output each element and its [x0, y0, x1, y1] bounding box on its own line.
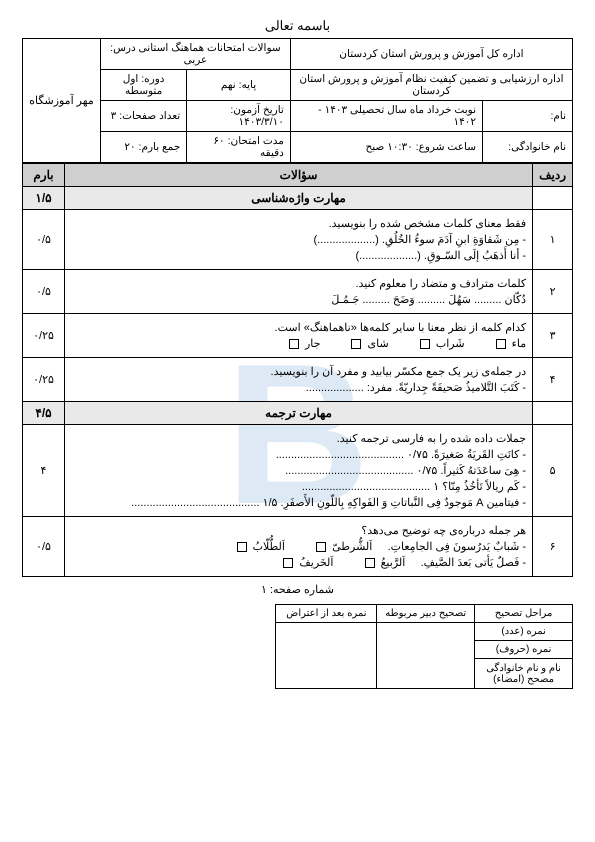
school-stamp-cell: مهر آموزشگاه	[23, 39, 101, 163]
q4-stem: در جمله‌ی زیر یک جمع مکسّر بیابید و مفرد…	[71, 365, 526, 378]
checkbox-icon	[289, 339, 299, 349]
q6-a-opt1: اَلشُّرطیّ	[332, 541, 372, 553]
name-label: نام:	[483, 101, 573, 132]
q1-body: فقط معنای کلمات مشخص شده را بنویسید. - م…	[65, 210, 533, 270]
q5-a: - کانَتِ القَریَةُ صَغیرَةً. ۰/۷۵ ......…	[71, 448, 526, 461]
pages-cell: تعداد صفحات: ۳	[101, 101, 187, 132]
q5-b: - هِیَ ساعَدَتهُ کَثیراً. ۰/۷۵ .........…	[71, 464, 526, 477]
row-1: ۱	[533, 210, 573, 270]
q5-score: ۴	[23, 425, 65, 517]
q3-score: ۰/۲۵	[23, 314, 65, 358]
checkbox-icon	[316, 542, 326, 552]
q3-opt-4: جار	[305, 338, 320, 350]
empty-rownum-2	[533, 402, 573, 425]
questions-table: ردیف سؤالات بارم مهارت واژه‌شناسی ۱/۵ ۱ …	[22, 163, 573, 577]
q4-score: ۰/۲۵	[23, 358, 65, 402]
footer-r3: نام و نام خانوادگی مصحح (امضاء)	[475, 659, 573, 689]
q6-a: - شَبابٌ یَدرُسونَ فِی الجامِعاتِ.	[388, 541, 527, 553]
q2-stem: کلمات مترادف و متضاد را معلوم کنید.	[71, 277, 526, 290]
q6-body: هر جمله درباره‌ی چه توضیح می‌دهد؟ - شَبا…	[65, 517, 533, 577]
total-score-cell: جمع بارم: ۲۰	[101, 132, 187, 163]
q6-b: - فَصلٌ یَأتی بَعدَ الصَّیفِ.	[421, 557, 527, 569]
checkbox-icon	[237, 542, 247, 552]
footer-blank-2	[276, 623, 377, 689]
q5-d: - فیتامین A مَوجودٌ فِی النَّباتاتِ وَ ا…	[71, 496, 526, 509]
q5-stem: جملات داده شده را به فارسی ترجمه کنید.	[71, 432, 526, 445]
q3-opt-3: شای	[368, 338, 389, 350]
q4-body: در جمله‌ی زیر یک جمع مکسّر بیابید و مفرد…	[65, 358, 533, 402]
exam-date-cell: تاریخ آزمون: ۱۴۰۳/۳/۱۰	[187, 101, 291, 132]
q3-opt-2: شَراب	[436, 338, 465, 350]
checkbox-icon	[351, 339, 361, 349]
col-score: بارم	[23, 164, 65, 187]
footer-h3: نمره بعد از اعتراض	[276, 605, 377, 623]
q6-b-opt2: اَلخَریفُ	[299, 557, 333, 569]
q5-body: جملات داده شده را به فارسی ترجمه کنید. -…	[65, 425, 533, 517]
grading-footer-table: مراحل تصحیح تصحیح دبیر مربوطه نمره بعد ا…	[275, 604, 573, 689]
q2-body: کلمات مترادف و متضاد را معلوم کنید. دُکّ…	[65, 270, 533, 314]
q1-b: - أنا أَذهَبُ إلَی السّـوقِ. (..........…	[71, 249, 526, 262]
q3-stem: کدام کلمه از نظر معنا با سایر کلمه‌ها «ن…	[71, 321, 526, 334]
checkbox-icon	[283, 558, 293, 568]
q6-a-line: - شَبابٌ یَدرُسونَ فِی الجامِعاتِ. اَلشُ…	[71, 540, 526, 553]
col-questions: سؤالات	[65, 164, 533, 187]
q6-score: ۰/۵	[23, 517, 65, 577]
footer-blank-1	[377, 623, 475, 689]
row-4: ۴	[533, 358, 573, 402]
level-cell: دوره: اول متوسطه	[101, 70, 187, 101]
footer-h1: مراحل تصحیح	[475, 605, 573, 623]
duration-cell: مدت امتحان: ۶۰ دقیقه	[187, 132, 291, 163]
q6-b-opt1: اَلرَّبیعُ	[381, 557, 406, 569]
exam-header-table: اداره کل آموزش و پرورش استان کردستان سوا…	[22, 38, 573, 163]
checkbox-icon	[420, 339, 430, 349]
section-trans: مهارت ترجمه	[65, 402, 533, 425]
q6-stem: هر جمله درباره‌ی چه توضیح می‌دهد؟	[71, 524, 526, 537]
bismillah: باسمه تعالی	[22, 18, 573, 34]
q3-options: ماء شَراب شای جار	[71, 337, 526, 350]
org-line-1: اداره کل آموزش و پرورش استان کردستان	[290, 39, 572, 70]
subject-line: سوالات امتحانات هماهنگ استانی درس: عربی	[101, 39, 291, 70]
empty-rownum	[533, 187, 573, 210]
org-line-2: اداره ارزشیابی و تضمین کیفیت نظام آموزش …	[290, 70, 572, 101]
q1-stem: فقط معنای کلمات مشخص شده را بنویسید.	[71, 217, 526, 230]
page-number: شماره صفحه: ۱	[22, 583, 573, 596]
footer-h2: تصحیح دبیر مربوطه	[377, 605, 475, 623]
col-row: ردیف	[533, 164, 573, 187]
term-cell: نوبت خرداد ماه سال تحصیلی ۱۴۰۳ - ۱۴۰۲	[290, 101, 482, 132]
trans-total-score: ۴/۵	[23, 402, 65, 425]
q2-line: دُکّان ......... سَهُلَ ......... وَضَحَ…	[71, 293, 526, 306]
q6-a-opt2: اَلطُّلّابُ	[253, 541, 285, 553]
q3-body: کدام کلمه از نظر معنا با سایر کلمه‌ها «ن…	[65, 314, 533, 358]
start-time-cell: ساعت شروع: ۱۰:۳۰ صبح	[290, 132, 482, 163]
row-5: ۵	[533, 425, 573, 517]
section-vocab: مهارت واژه‌شناسی	[65, 187, 533, 210]
q5-c: - کَم ریالاً تَأخُذُ مِنّا؟ ۱ ..........…	[71, 480, 526, 493]
vocab-total-score: ۱/۵	[23, 187, 65, 210]
checkbox-icon	[365, 558, 375, 568]
row-2: ۲	[533, 270, 573, 314]
checkbox-icon	[496, 339, 506, 349]
row-3: ۳	[533, 314, 573, 358]
q6-b-line: - فَصلٌ یَأتی بَعدَ الصَّیفِ. اَلرَّبیعُ…	[71, 556, 526, 569]
footer-r2: نمره (حروف)	[475, 641, 573, 659]
row-6: ۶	[533, 517, 573, 577]
family-label: نام خانوادگی:	[483, 132, 573, 163]
q1-score: ۰/۵	[23, 210, 65, 270]
q2-score: ۰/۵	[23, 270, 65, 314]
q3-opt-1: ماء	[512, 338, 526, 350]
q1-a: - مِن شَقاوَةِ ابنِ آدَمَ سوءُ الخُلُقِ.…	[71, 233, 526, 246]
grade-cell: پایه: نهم	[187, 70, 291, 101]
footer-r1: نمره (عدد)	[475, 623, 573, 641]
q4-line: - کَتَبَ التَّلامیذُ صَحیفَةً جِداریّةً.…	[71, 381, 526, 394]
